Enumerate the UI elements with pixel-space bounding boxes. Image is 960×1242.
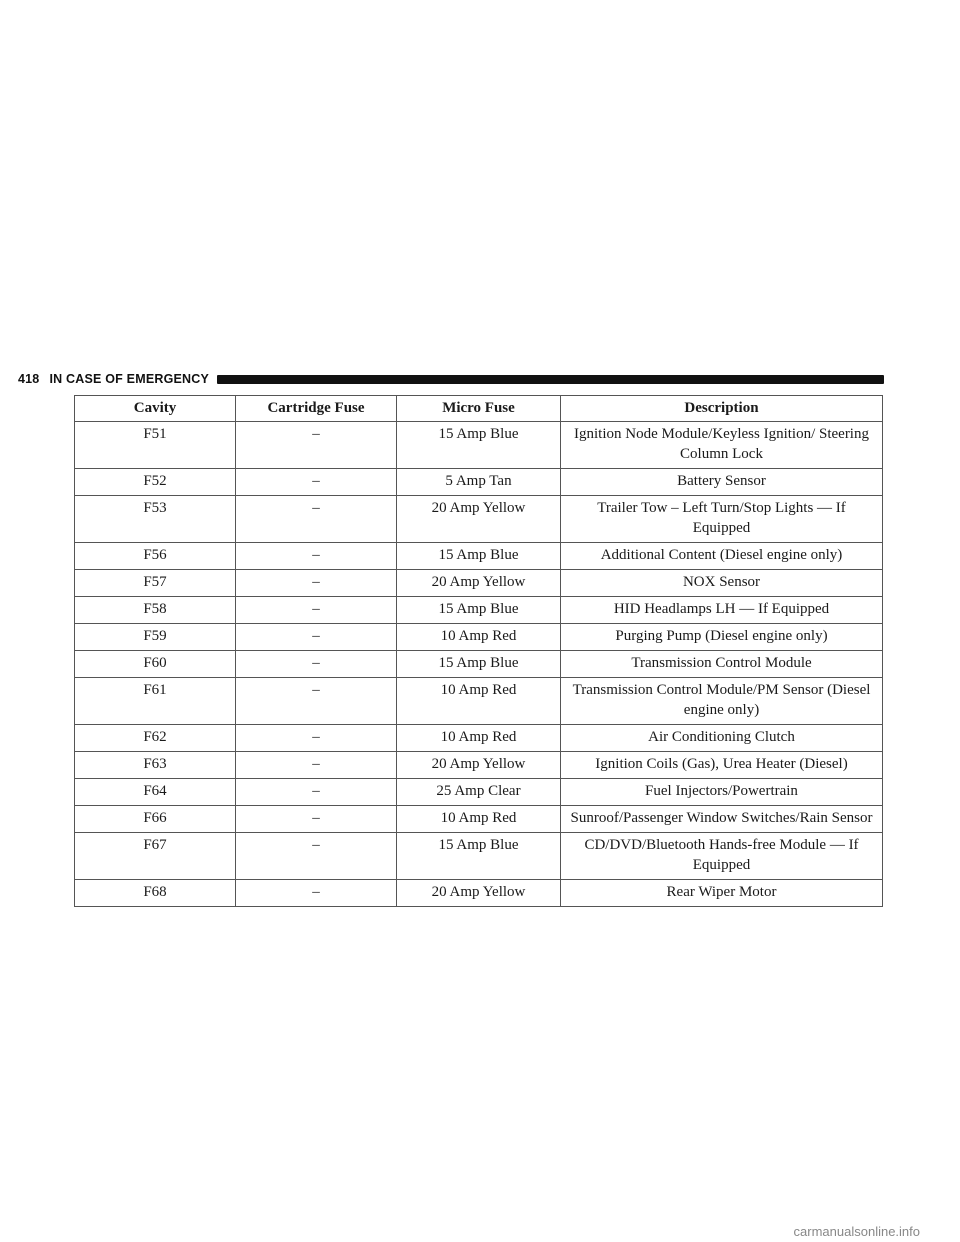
table-row: F56–15 Amp Blue Additional Content (Diese… [74, 542, 883, 570]
cell-cartridge-fuse: – [235, 542, 397, 570]
cell-cavity: F67 [74, 832, 236, 880]
cell-cartridge-fuse: – [235, 751, 397, 779]
cell-description: Fuel Injectors/Powertrain [560, 778, 883, 806]
cell-micro-fuse: 15 Amp Blue [396, 832, 561, 880]
cell-cavity: F68 [74, 879, 236, 907]
table-row: F52–5 Amp Tan Battery Sensor [74, 468, 883, 496]
cell-cartridge-fuse: – [235, 879, 397, 907]
cell-description: HID Headlamps LH — If Equipped [560, 596, 883, 624]
table-row: F67–15 Amp Blue CD/DVD/Bluetooth Hands-fr… [74, 832, 883, 880]
cell-cavity: F66 [74, 805, 236, 833]
cell-cartridge-fuse: – [235, 677, 397, 725]
cell-cavity: F56 [74, 542, 236, 570]
column-header-cavity: Cavity [74, 395, 236, 422]
table-row: F60–15 Amp Blue Transmission Control Modu… [74, 650, 883, 678]
table-row: F64–25 Amp Clear Fuel Injectors/Powertrai… [74, 778, 883, 806]
cell-micro-fuse: 25 Amp Clear [396, 778, 561, 806]
table-row: F68–20 Amp Yellow Rear Wiper Motor [74, 879, 883, 907]
table-row: F66–10 Amp Red Sunroof/Passenger Window S… [74, 805, 883, 833]
table-row: F62–10 Amp Red Air Conditioning Clutch [74, 724, 883, 752]
cell-cartridge-fuse: – [235, 832, 397, 880]
cell-cavity: F53 [74, 495, 236, 543]
column-header-micro-fuse: Micro Fuse [396, 395, 561, 422]
cell-micro-fuse: 5 Amp Tan [396, 468, 561, 496]
cell-micro-fuse: 15 Amp Blue [396, 650, 561, 678]
cell-micro-fuse: 15 Amp Blue [396, 596, 561, 624]
cell-cartridge-fuse: – [235, 724, 397, 752]
page-number: 418 [18, 372, 40, 386]
cell-cavity: F61 [74, 677, 236, 725]
cell-cartridge-fuse: – [235, 650, 397, 678]
cell-micro-fuse: 20 Amp Yellow [396, 879, 561, 907]
cell-cavity: F64 [74, 778, 236, 806]
cell-cavity: F59 [74, 623, 236, 651]
cell-micro-fuse: 10 Amp Red [396, 677, 561, 725]
table-row: F53–20 Amp Yellow Trailer Tow – Left Turn… [74, 495, 883, 543]
table-row: F61–10 Amp Red Transmission Control Modul… [74, 677, 883, 725]
cell-cartridge-fuse: – [235, 569, 397, 597]
cell-description: Rear Wiper Motor [560, 879, 883, 907]
cell-description: Battery Sensor [560, 468, 883, 496]
cell-description: Ignition Node Module/Keyless Ignition/ S… [560, 421, 883, 469]
table-body: F51–15 Amp Blue Ignition Node Module/Keyl… [74, 421, 883, 907]
column-header-description: Description [560, 395, 883, 422]
cell-description: Transmission Control Module [560, 650, 883, 678]
cell-cartridge-fuse: – [235, 468, 397, 496]
column-header-cartridge-fuse: Cartridge Fuse [235, 395, 397, 422]
cell-description: Air Conditioning Clutch [560, 724, 883, 752]
cell-micro-fuse: 10 Amp Red [396, 623, 561, 651]
table-header-row: Cavity Cartridge Fuse Micro Fuse Descrip… [74, 395, 883, 422]
watermark-text: carmanualsonline.info [793, 1224, 920, 1239]
cell-description: Purging Pump (Diesel engine only) [560, 623, 883, 651]
table-row: F59–10 Amp Red Purging Pump (Diesel engin… [74, 623, 883, 651]
cell-description: Sunroof/Passenger Window Switches/Rain S… [560, 805, 883, 833]
cell-cavity: F60 [74, 650, 236, 678]
cell-cavity: F52 [74, 468, 236, 496]
cell-description: Trailer Tow – Left Turn/Stop Lights — If… [560, 495, 883, 543]
table-row: F51–15 Amp Blue Ignition Node Module/Keyl… [74, 421, 883, 469]
cell-description: Ignition Coils (Gas), Urea Heater (Diese… [560, 751, 883, 779]
cell-micro-fuse: 15 Amp Blue [396, 542, 561, 570]
table-row: F63–20 Amp Yellow Ignition Coils (Gas), U… [74, 751, 883, 779]
table-row: F58–15 Amp Blue HID Headlamps LH — If Equ… [74, 596, 883, 624]
cell-micro-fuse: 10 Amp Red [396, 805, 561, 833]
cell-cavity: F63 [74, 751, 236, 779]
cell-cartridge-fuse: – [235, 623, 397, 651]
cell-cartridge-fuse: – [235, 596, 397, 624]
cell-micro-fuse: 15 Amp Blue [396, 421, 561, 469]
cell-micro-fuse: 20 Amp Yellow [396, 569, 561, 597]
cell-cartridge-fuse: – [235, 805, 397, 833]
cell-description: NOX Sensor [560, 569, 883, 597]
cell-cavity: F51 [74, 421, 236, 469]
fuse-table: Cavity Cartridge Fuse Micro Fuse Descrip… [74, 395, 883, 907]
cell-description: Transmission Control Module/PM Sensor (D… [560, 677, 883, 725]
page-header: 418 IN CASE OF EMERGENCY [18, 370, 884, 388]
cell-description: CD/DVD/Bluetooth Hands-free Module — If … [560, 832, 883, 880]
cell-cavity: F62 [74, 724, 236, 752]
cell-micro-fuse: 10 Amp Red [396, 724, 561, 752]
header-rule [217, 374, 884, 384]
cell-micro-fuse: 20 Amp Yellow [396, 751, 561, 779]
cell-description: Additional Content (Diesel engine only) [560, 542, 883, 570]
cell-cartridge-fuse: – [235, 778, 397, 806]
cell-cartridge-fuse: – [235, 421, 397, 469]
cell-cavity: F57 [74, 569, 236, 597]
cell-micro-fuse: 20 Amp Yellow [396, 495, 561, 543]
table-row: F57–20 Amp Yellow NOX Sensor [74, 569, 883, 597]
cell-cavity: F58 [74, 596, 236, 624]
cell-cartridge-fuse: – [235, 495, 397, 543]
section-title: IN CASE OF EMERGENCY [49, 372, 210, 386]
